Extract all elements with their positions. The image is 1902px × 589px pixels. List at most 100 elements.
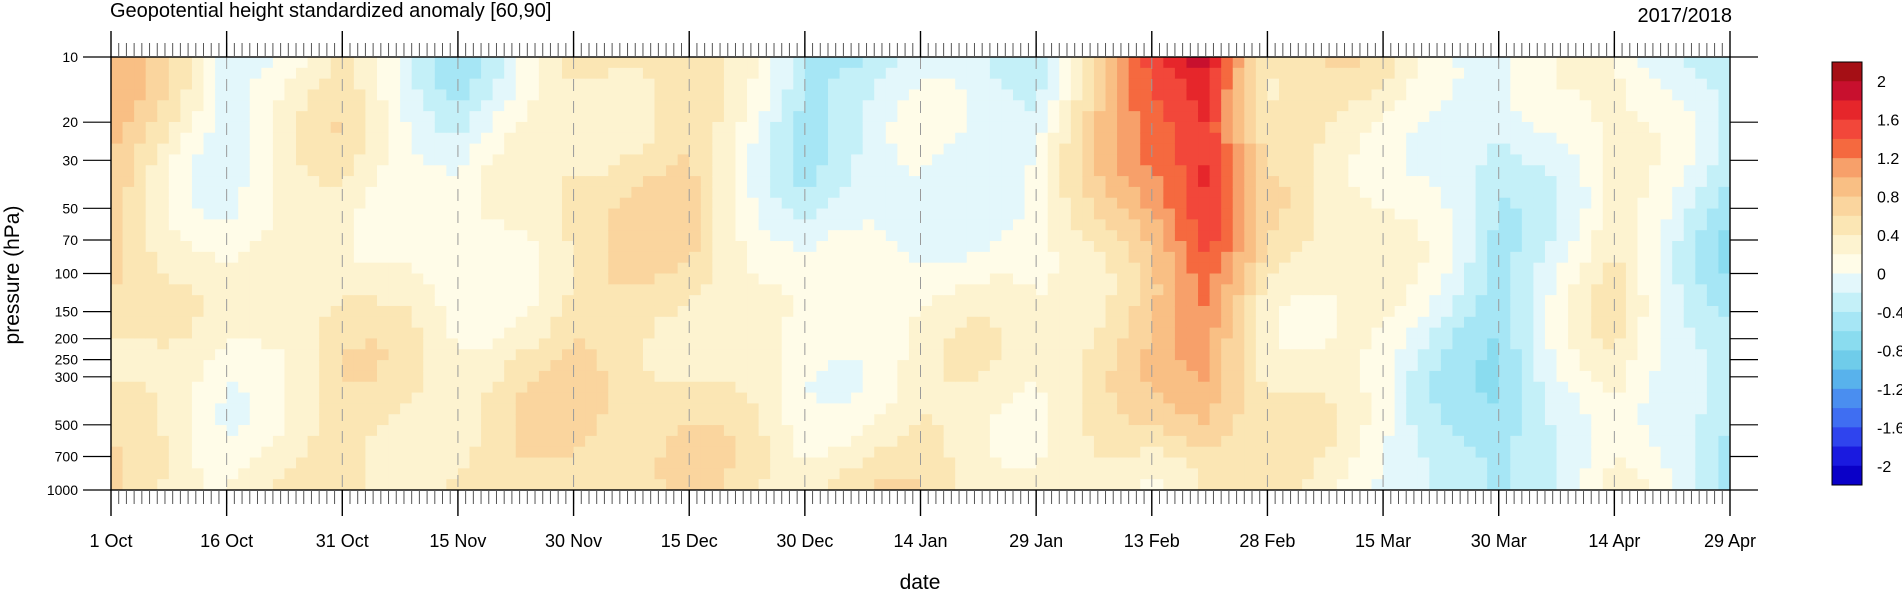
field-cell [1325,468,1338,480]
field-cell [804,262,818,275]
field-cell [145,241,158,253]
field-cell [885,176,898,188]
field-cell [920,230,933,242]
field-cell [1440,338,1454,350]
field-cell [1105,414,1118,426]
field-cell [874,381,887,394]
field-cell [538,251,552,264]
field-cell [943,67,956,80]
field-cell [515,468,528,480]
field-cell [735,360,748,372]
field-cell [642,143,656,156]
field-cell [700,446,713,459]
field-cell [307,111,320,123]
field-cell [851,251,864,264]
field-cell [1267,392,1280,404]
field-cell [272,338,286,350]
field-cell [203,316,216,329]
field-cell [770,316,783,329]
field-cell [180,111,193,123]
field-cell [1024,111,1037,123]
field-cell [238,241,251,253]
field-cell [400,349,413,361]
field-cell [1452,176,1465,188]
field-cell [1232,219,1245,231]
field-cell [492,78,505,91]
field-cell [781,435,794,448]
field-cell [272,284,286,296]
field-cell [1232,338,1245,350]
field-cell [1464,208,1477,220]
field-cell [874,57,887,69]
field-cell [457,100,471,112]
field-cell [885,349,898,361]
field-cell [827,132,841,145]
field-cell [908,241,922,253]
field-cell [955,154,968,166]
field-cell [989,219,1003,231]
field-cell [1371,208,1384,220]
field-cell [1348,392,1361,404]
field-cell [1024,132,1037,145]
field-cell [1510,370,1523,383]
field-cell [1070,327,1083,340]
field-cell [619,392,632,404]
field-cell [515,360,528,372]
field-cell [1232,111,1245,123]
field-cell [978,295,991,307]
field-cell [423,435,436,448]
field-cell [920,414,933,426]
field-cell [631,370,644,383]
field-cell [180,208,193,220]
field-cell [1082,176,1095,188]
field-cell [1383,338,1396,350]
field-cell [1417,295,1430,307]
field-cell [700,295,713,307]
field-cell [642,78,656,91]
field-cell [978,100,991,112]
field-cell [1278,392,1292,404]
field-cell [1302,327,1315,340]
field-cell [1093,186,1107,199]
field-cell [249,468,262,480]
field-cell [1186,251,1199,264]
field-cell [1186,284,1199,296]
field-cell [781,446,794,459]
field-cell [1163,57,1176,69]
field-cell [770,305,783,318]
field-cell [492,208,505,220]
field-cell [747,457,760,469]
field-cell [1267,111,1280,123]
field-cell [839,251,852,264]
field-cell [1498,219,1511,231]
field-cell [1290,241,1303,253]
field-cell [735,143,748,156]
field-cell [932,57,945,69]
field-cell [538,262,552,275]
field-cell [735,241,748,253]
field-cell [1325,262,1338,275]
field-cell [492,457,505,469]
field-cell [1533,284,1546,296]
field-cell [862,165,875,177]
field-cell [1290,327,1303,340]
field-cell [203,132,216,145]
field-cell [608,57,621,69]
field-cell [330,78,343,91]
field-cell [1440,230,1454,242]
field-cell [631,295,644,307]
field-cell [758,370,771,383]
field-cell [411,219,424,231]
field-cell [215,154,228,166]
field-cell [862,78,875,91]
field-cell [908,316,922,329]
field-cell [1487,89,1500,101]
field-cell [885,251,898,264]
field-cell [261,381,274,394]
field-cell [515,100,528,112]
field-cell [735,186,748,199]
field-cell [585,381,598,394]
field-cell [504,262,517,275]
field-cell [1302,165,1315,177]
field-cell [1024,392,1037,404]
